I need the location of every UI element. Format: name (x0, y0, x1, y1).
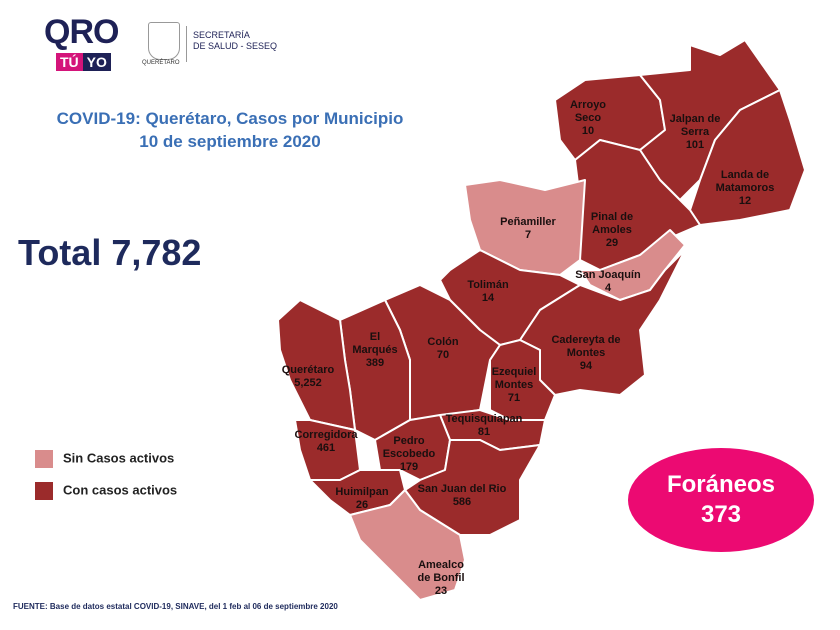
municipio-name: Peñamiller (500, 216, 556, 228)
municipio-cases: 586 (453, 496, 471, 508)
foraneos-label: Foráneos (666, 471, 776, 498)
municipio-label: Pedro Escobedo 179 (383, 435, 436, 473)
municipio-name: Amealco (418, 559, 464, 571)
municipio-label: Landa de Matamoros 12 (716, 169, 775, 207)
municipio-label: Tequisquiapan 81 (446, 413, 523, 438)
municipio-name: Pinal de (591, 211, 633, 223)
municipio-label: Cadereyta de Montes 94 (551, 334, 620, 372)
municipio-cases: 7 (525, 229, 531, 241)
municipio-name: El (370, 331, 380, 343)
coat-of-arms-icon (148, 22, 180, 60)
municipio-cases: 94 (580, 360, 593, 372)
municipio-name: Jalpan de (670, 113, 721, 125)
secretaria-line1: SECRETARÍA (193, 30, 250, 40)
municipio-name: Arroyo (570, 99, 606, 111)
legend-swatch (35, 482, 53, 500)
municipio-cases: 4 (605, 282, 612, 294)
municipio-region (309, 469, 406, 516)
municipio-name: Amoles (592, 224, 632, 236)
municipio-label: Pinal de Amoles 29 (591, 211, 633, 249)
title-date: 10 de septiembre 2020 (139, 132, 321, 151)
municipio-name: San Juan del Rio (418, 483, 507, 495)
municipio-name: Huimilpan (335, 486, 388, 498)
municipio-label: Jalpan de Serra 101 (670, 113, 721, 151)
source-note: FUENTE: Base de datos estatal COVID-19, … (13, 602, 338, 611)
municipio-name: Colón (427, 336, 458, 348)
municipio-name: de Bonfil (417, 572, 464, 584)
municipio-name: Escobedo (383, 448, 436, 460)
legend-swatch (35, 450, 53, 468)
municipio-cases: 101 (686, 139, 704, 151)
municipio-cases: 5,252 (294, 377, 322, 389)
municipio-region (579, 229, 686, 301)
municipio-name: Matamoros (716, 182, 775, 194)
municipio-cases: 26 (356, 499, 368, 511)
municipio-cases: 81 (478, 426, 490, 438)
municipio-name: Montes (567, 347, 606, 359)
municipio-region (464, 179, 586, 276)
municipio-region (689, 89, 806, 226)
legend-active: Con casos activos (35, 482, 177, 500)
municipio-name: Montes (495, 379, 534, 391)
municipio-label: Tolimán 14 (467, 279, 509, 304)
municipio-name: Tolimán (467, 279, 509, 291)
municipio-label: Corregidora 461 (295, 429, 359, 454)
municipio-cases: 23 (435, 585, 447, 597)
municipio-name: Marqués (352, 344, 397, 356)
municipio-cases: 389 (366, 357, 384, 369)
total-cases: Total 7,782 (18, 232, 202, 273)
secretaria-logo: SECRETARÍA DE SALUD - SESEQ (193, 30, 277, 52)
municipio-label: San Juan del Rio 586 (418, 483, 507, 508)
municipio-label: San Joaquín 4 (575, 269, 641, 294)
legend-label: Sin Casos activos (63, 450, 175, 466)
municipio-region (349, 489, 466, 601)
municipio-name: Seco (575, 112, 602, 124)
municipio-name: San Joaquín (575, 269, 641, 281)
divider (186, 26, 187, 62)
foraneos-value: 373 (700, 501, 742, 528)
logo-yo: YO (82, 53, 111, 71)
title-line1: COVID-19: Querétaro, Casos por Municipio (56, 109, 404, 128)
municipio-cases: 461 (317, 442, 335, 454)
municipio-name: Cadereyta de (551, 334, 620, 346)
municipio-label: Colón 70 (427, 336, 458, 361)
municipio-cases: 29 (606, 237, 618, 249)
municipio-label: Amealco de Bonfil 23 (417, 559, 464, 597)
tuyo-logo: TÚ YO (56, 53, 111, 71)
municipio-name: Landa de (721, 169, 769, 181)
municipio-cases: 70 (437, 349, 449, 361)
municipio-name: Pedro (393, 435, 424, 447)
secretaria-line2: DE SALUD - SESEQ (193, 41, 278, 51)
municipio-name: Querétaro (282, 364, 335, 376)
municipio-name: Tequisquiapan (446, 413, 523, 425)
municipio-label: Ezequiel Montes 71 (492, 366, 537, 404)
municipio-cases: 71 (508, 392, 520, 404)
municipio-cases: 14 (482, 292, 495, 304)
municipio-label: Querétaro 5,252 (282, 364, 335, 389)
municipio-name: Serra (681, 126, 710, 138)
municipio-region (489, 339, 556, 421)
foraneos-badge: Foráneos 373 (628, 448, 814, 552)
municipio-label: Peñamiller 7 (500, 216, 556, 241)
municipio-name: Corregidora (295, 429, 359, 441)
logo-tu: TÚ (56, 53, 83, 71)
municipio-label: Arroyo Seco 10 (570, 99, 606, 137)
municipio-cases: 12 (739, 195, 751, 207)
legend-no-active: Sin Casos activos (35, 450, 174, 468)
legend-label: Con casos activos (63, 482, 178, 498)
municipio-name: Ezequiel (492, 366, 537, 378)
qro-logo: QRO (44, 13, 119, 51)
page-title: COVID-19: Querétaro, Casos por Municipio… (0, 107, 460, 153)
municipio-cases: 179 (400, 461, 418, 473)
municipio-label: El Marqués 389 (352, 331, 397, 369)
municipio-region (277, 299, 356, 431)
municipio-cases: 10 (582, 125, 594, 137)
seal-text: QUERÉTARO (142, 60, 180, 66)
municipio-label: Huimilpan 26 (335, 486, 388, 511)
